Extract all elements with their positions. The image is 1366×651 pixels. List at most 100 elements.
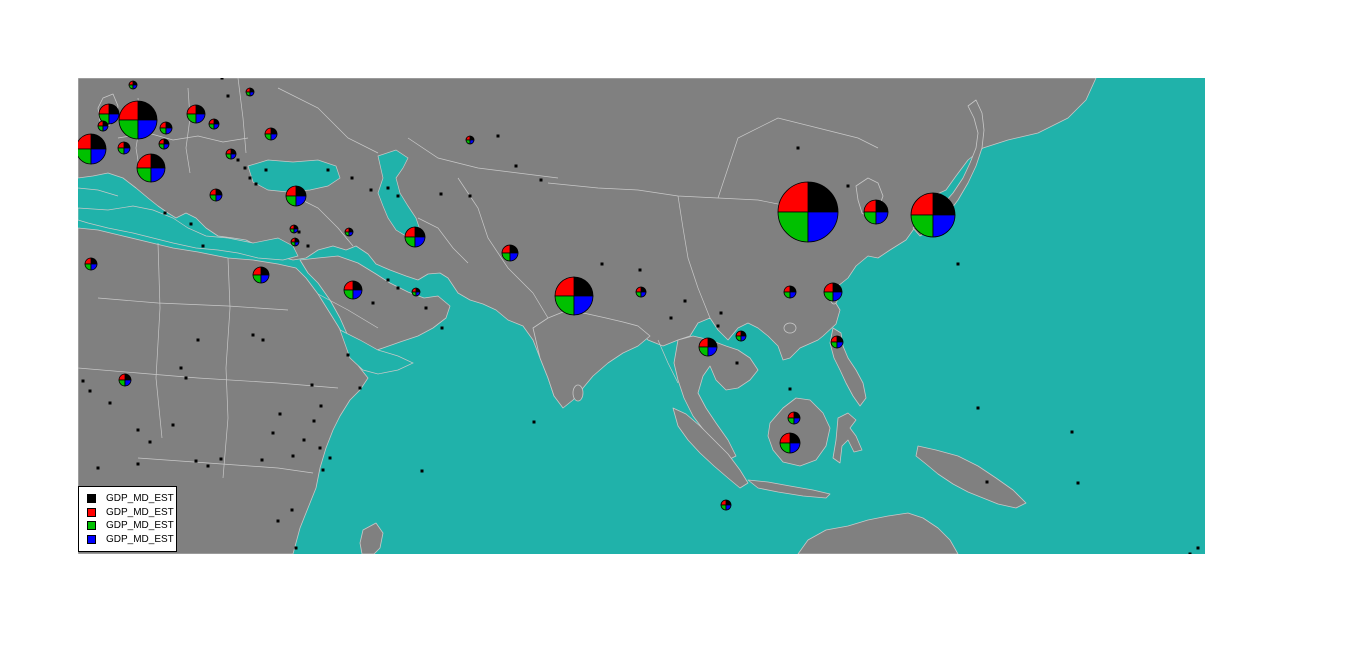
gulf-of-aden	[339, 329, 414, 375]
pie-slice-blue	[509, 252, 519, 262]
minor-marker	[306, 244, 310, 248]
madagascar	[359, 522, 384, 554]
pie-slice-blue	[90, 263, 98, 271]
world-map	[78, 78, 1205, 554]
pie-marker-saudi-arabia	[343, 280, 363, 300]
minor-marker	[96, 466, 100, 470]
minor-marker	[956, 262, 960, 266]
minor-marker	[297, 230, 301, 234]
pie-slice-blue	[740, 335, 747, 342]
pie-slice-black	[807, 181, 839, 213]
minor-marker	[420, 469, 424, 473]
minor-marker	[278, 412, 282, 416]
pie-slice-blue	[807, 211, 839, 243]
legend-label: GDP_MD_EST	[106, 533, 174, 545]
hainan-island	[783, 322, 797, 334]
pie-slice-blue	[213, 123, 220, 130]
pie-marker-thailand	[698, 337, 718, 357]
pie-slice-blue	[195, 113, 206, 124]
pie-slice-black	[573, 276, 594, 297]
pie-slice-blue	[123, 147, 131, 155]
arabian-peninsula	[299, 255, 451, 354]
minor-marker	[321, 468, 325, 472]
pie-slice-blue	[215, 194, 223, 202]
pie-slice-black	[932, 192, 956, 216]
minor-marker	[163, 211, 167, 215]
minor-marker	[108, 401, 112, 405]
minor-marker	[369, 188, 373, 192]
pie-marker-vietnam	[735, 330, 747, 342]
pie-slice-red	[777, 181, 809, 213]
pie-marker-sweden	[128, 80, 138, 90]
pie-slice-blue	[832, 291, 843, 302]
pie-slice-blue	[294, 241, 300, 247]
minor-marker	[201, 244, 205, 248]
pie-marker-iran	[404, 226, 426, 248]
minor-marker	[532, 420, 536, 424]
minor-marker	[254, 182, 258, 186]
minor-marker	[194, 459, 198, 463]
pie-marker-kazakhstan	[465, 135, 475, 145]
minor-marker	[468, 194, 472, 198]
minor-marker	[1188, 552, 1192, 554]
minor-marker	[985, 480, 989, 484]
minor-marker	[179, 366, 183, 370]
pie-marker-pakistan	[501, 244, 519, 262]
pie-slice-blue	[124, 379, 132, 387]
pie-slice-blue	[640, 291, 647, 298]
pie-marker-poland	[186, 104, 206, 124]
pie-slice-blue	[165, 127, 173, 135]
minor-marker	[396, 286, 400, 290]
minor-marker	[243, 166, 247, 170]
pie-marker-germany	[118, 100, 158, 140]
minor-marker	[326, 168, 330, 172]
pie-marker-bangladesh	[635, 286, 647, 298]
sumatra-island	[672, 407, 749, 489]
pie-slice-blue	[836, 341, 844, 349]
minor-marker	[310, 383, 314, 387]
pie-slice-blue	[260, 274, 270, 284]
legend-swatch-black	[87, 494, 96, 504]
legend-swatch-red	[87, 507, 96, 517]
pie-slice-blue	[137, 119, 158, 140]
pie-marker-taiwan	[823, 282, 843, 302]
pie-marker-netherlands	[97, 120, 109, 132]
pie-slice-green	[118, 119, 139, 140]
minor-marker	[271, 431, 275, 435]
minor-marker	[81, 379, 85, 383]
pie-marker-uae	[411, 287, 421, 297]
minor-marker	[1070, 430, 1074, 434]
pie-slice-blue	[793, 417, 801, 425]
minor-marker	[496, 134, 500, 138]
pie-slice-blue	[108, 113, 120, 125]
pie-marker-austria	[158, 138, 170, 150]
minor-marker	[396, 194, 400, 198]
minor-marker	[716, 324, 720, 328]
pie-slice-blue	[707, 346, 718, 357]
minor-marker	[264, 168, 268, 172]
minor-marker	[236, 158, 240, 162]
minor-marker	[424, 306, 428, 310]
pie-slice-blue	[163, 143, 170, 150]
pie-marker-india	[554, 276, 594, 316]
legend-swatch-blue	[87, 534, 96, 544]
pie-marker-japan	[910, 192, 956, 238]
pie-marker-czechia	[159, 121, 173, 135]
minor-marker	[846, 184, 850, 188]
pie-marker-philippines	[830, 335, 844, 349]
minor-marker	[638, 268, 642, 272]
minor-marker	[220, 78, 224, 80]
pie-marker-iraq	[344, 227, 354, 237]
minor-marker	[386, 278, 390, 282]
pie-marker-malaysia	[787, 411, 801, 425]
sulawesi-island	[832, 412, 863, 464]
pie-marker-switzerland	[117, 141, 131, 155]
minor-marker	[302, 438, 306, 442]
pie-marker-greece	[209, 188, 223, 202]
minor-marker	[248, 176, 252, 180]
pie-slice-blue	[270, 133, 278, 141]
pie-marker-italy	[136, 153, 166, 183]
pie-slice-blue	[249, 91, 255, 97]
pie-slice-red	[910, 192, 934, 216]
minor-marker	[291, 454, 295, 458]
